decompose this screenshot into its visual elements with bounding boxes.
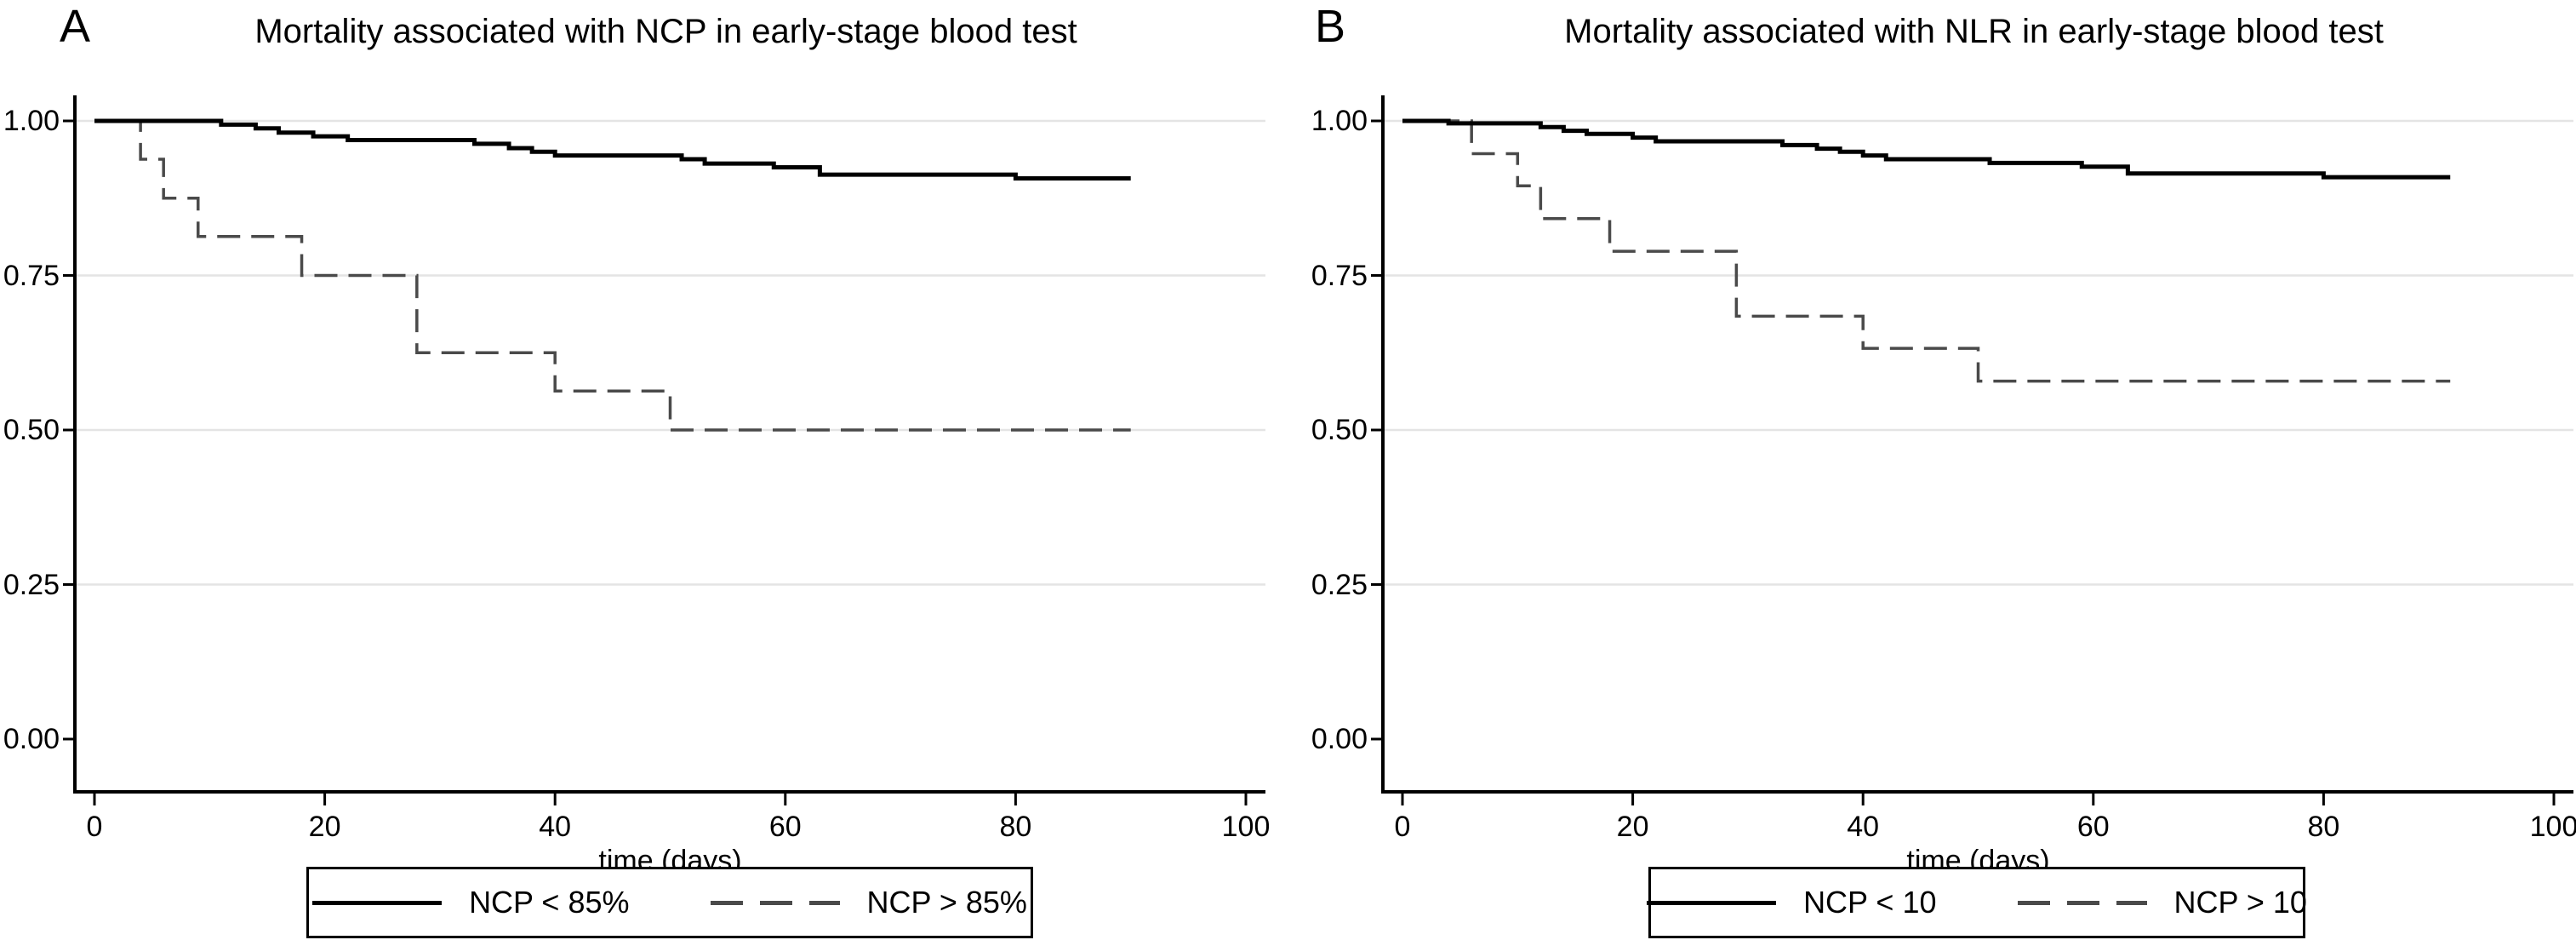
legend-label-solid: NCP < 10: [1803, 885, 1937, 920]
km-curve-solid: [94, 118, 1131, 181]
y-tick-label-1.00: 1.00: [3, 105, 60, 137]
legend-item-solid: NCP < 10: [1647, 885, 1937, 920]
legend-label-dashed: NCP > 85%: [866, 885, 1027, 920]
km-plot-a: [63, 95, 1265, 805]
x-tick-label-80: 80: [999, 811, 1032, 843]
solid-line-sample: [1647, 900, 1777, 905]
solid-line-sample: [312, 900, 443, 905]
y-tick-label-0.00: 0.00: [3, 723, 60, 755]
panel-a: A Mortality associated with NCP in early…: [0, 0, 1270, 940]
x-tick-label-20: 20: [308, 811, 341, 843]
km-curve-solid: [1402, 118, 2451, 180]
legend-box-a: NCP < 85% NCP > 85%: [306, 867, 1033, 938]
km-plot-b: [1371, 95, 2573, 805]
dashed-line-sample: [2017, 900, 2147, 905]
y-tick-label-0.75: 0.75: [1311, 259, 1368, 292]
panel-letter-a: A: [60, 1, 91, 52]
legend-item-dashed: NCP > 10: [2017, 885, 2307, 920]
y-tick-label-0.00: 0.00: [1311, 723, 1368, 755]
panel-letter-b: B: [1315, 1, 1346, 52]
legend-item-dashed: NCP > 85%: [710, 885, 1027, 920]
x-tick-label-80: 80: [2307, 811, 2340, 843]
x-tick-label-0: 0: [1394, 811, 1411, 843]
y-tick-label-0.25: 0.25: [3, 568, 60, 601]
y-tick-label-0.50: 0.50: [3, 414, 60, 446]
chart-title-a: Mortality associated with NCP in early-s…: [254, 13, 1077, 50]
legend-box-b: NCP < 10 NCP > 10: [1647, 867, 2307, 938]
km-curve-dashed: [94, 119, 1131, 432]
x-tick-label-0: 0: [86, 811, 103, 843]
panel-b: B Mortality associated with NLR in early…: [1308, 0, 2576, 940]
legend-item-solid: NCP < 85%: [312, 885, 630, 920]
x-tick-label-40: 40: [1847, 811, 1880, 843]
dashed-line-sample: [710, 900, 840, 905]
x-tick-label-60: 60: [768, 811, 802, 843]
chart-title-b: Mortality associated with NLR in early-s…: [1564, 13, 2384, 50]
x-tick-label-20: 20: [1616, 811, 1649, 843]
y-tick-label-1.00: 1.00: [1311, 105, 1368, 137]
y-tick-label-0.75: 0.75: [3, 259, 60, 292]
legend-label-dashed: NCP > 10: [2173, 885, 2307, 920]
x-tick-label-40: 40: [539, 811, 572, 843]
x-tick-label-100: 100: [2529, 811, 2576, 843]
x-tick-label-60: 60: [2076, 811, 2110, 843]
km-curve-dashed: [1402, 119, 2451, 383]
y-tick-label-0.25: 0.25: [1311, 568, 1368, 601]
x-tick-label-100: 100: [1221, 811, 1271, 843]
legend-label-solid: NCP < 85%: [469, 885, 630, 920]
y-tick-label-0.50: 0.50: [1311, 414, 1368, 446]
